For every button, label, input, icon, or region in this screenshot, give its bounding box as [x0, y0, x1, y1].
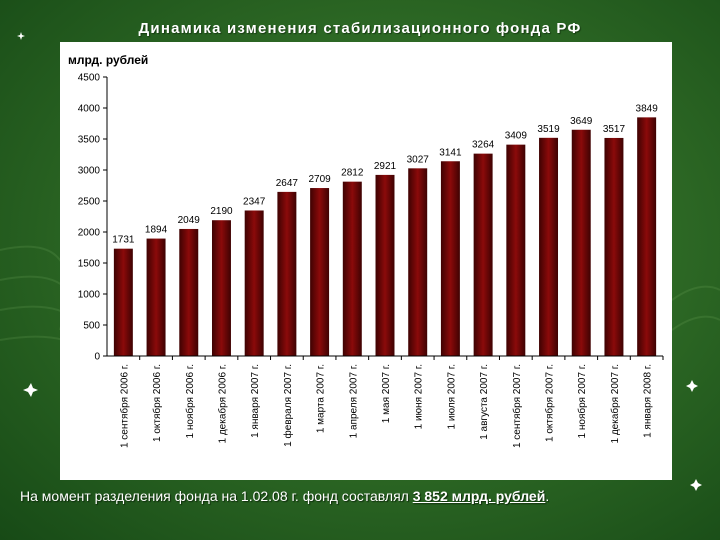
bar [310, 188, 330, 356]
y-tick-label: 0 [94, 352, 100, 363]
data-label: 2049 [178, 215, 201, 226]
y-axis-label: млрд. рублей [68, 53, 148, 67]
bar [113, 248, 133, 356]
x-tick-label: 1 августа 2007 г. [479, 364, 490, 440]
bar [244, 210, 264, 356]
bar [146, 238, 166, 356]
footnote-suffix: . [545, 488, 550, 504]
bar [440, 161, 460, 356]
y-tick-label: 4500 [78, 73, 101, 84]
sparkle-icon [17, 32, 702, 491]
data-label: 3409 [505, 131, 528, 142]
footnote-text: На момент разделения фонда на 1.02.08 г.… [20, 488, 413, 504]
bar [637, 117, 657, 356]
data-label: 3027 [407, 154, 430, 165]
bar [539, 137, 559, 356]
data-label: 2709 [308, 174, 331, 185]
x-tick-label: 1 ноября 2007 г. [576, 364, 588, 438]
bar [473, 153, 493, 356]
bar [506, 144, 526, 356]
x-tick-label: 1 марта 2007 г. [316, 364, 327, 433]
x-tick-label: 1 февраля 2007 г. [282, 364, 294, 447]
y-tick-label: 3500 [78, 135, 101, 146]
bar [604, 137, 624, 356]
bar [375, 174, 395, 356]
data-label: 2347 [243, 196, 266, 207]
data-label: 3519 [537, 124, 560, 135]
data-label: 2647 [276, 178, 299, 189]
footnote: На момент разделения фонда на 1.02.08 г.… [20, 488, 710, 504]
data-label: 1731 [112, 235, 135, 246]
footnote-highlight: 3 852 млрд. рублей [412, 488, 546, 504]
y-axis-ticks: 0 500 1000 1500 2000 2500 3000 3500 4000 4500 [78, 73, 107, 363]
data-labels: 1731 1894 2049 2190 2347 2647 2709 2812 2921 3027… [112, 103, 658, 245]
data-label: 2921 [374, 161, 397, 172]
bar [342, 181, 362, 356]
y-tick-label: 1500 [78, 259, 101, 270]
data-label: 3849 [636, 103, 659, 114]
slide-title: Динамика изменения стабилизационного фон… [138, 20, 582, 37]
y-tick-label: 2500 [78, 197, 101, 208]
x-tick-label: 1 ноября 2006 г. [184, 364, 196, 438]
x-tick-label: 1 апреля 2007 г. [348, 364, 359, 438]
data-label: 3141 [439, 147, 462, 158]
data-label: 1894 [145, 225, 168, 236]
y-tick-label: 3000 [78, 166, 101, 177]
x-tick-label: 1 сентября 2006 г. [118, 364, 130, 448]
data-label: 2190 [210, 206, 233, 217]
x-tick-label: 1 октября 2006 г. [151, 364, 163, 442]
bar [277, 191, 297, 356]
y-tick-label: 4000 [78, 104, 101, 115]
x-tick-label: 1 декабря 2007 г. [609, 364, 621, 444]
bar [179, 228, 199, 356]
bars [113, 117, 657, 356]
x-tick-label: 1 января 2007 г. [250, 364, 261, 438]
bar [211, 220, 231, 356]
bar [408, 168, 428, 356]
chart-panel: млрд. рублей 0 500 1000 1500 2000 2500 3000 350… [60, 42, 672, 480]
y-tick-label: 500 [83, 321, 100, 332]
x-tick-label: 1 мая 2007 г. [381, 364, 392, 423]
y-tick-label: 2000 [78, 228, 101, 239]
x-axis-ticks: 1 сентября 2006 г. 1 октября 2006 г. 1 ноя… [118, 356, 664, 448]
data-label: 3517 [603, 124, 626, 135]
x-tick-label: 1 декабря 2006 г. [216, 364, 228, 444]
bar [571, 129, 591, 356]
x-tick-label: 1 января 2008 г. [643, 364, 654, 438]
x-tick-label: 1 октября 2007 г. [544, 364, 556, 442]
data-label: 2812 [341, 168, 364, 179]
y-tick-label: 1000 [78, 290, 101, 301]
x-tick-label: 1 июля 2007 г. [446, 364, 457, 429]
data-label: 3649 [570, 116, 593, 127]
data-label: 3264 [472, 140, 495, 151]
x-tick-label: 1 июня 2007 г. [414, 364, 425, 429]
x-tick-label: 1 сентября 2007 г. [511, 364, 523, 448]
bar-chart: млрд. рублей 0 500 1000 1500 2000 2500 3000 350… [68, 53, 664, 448]
